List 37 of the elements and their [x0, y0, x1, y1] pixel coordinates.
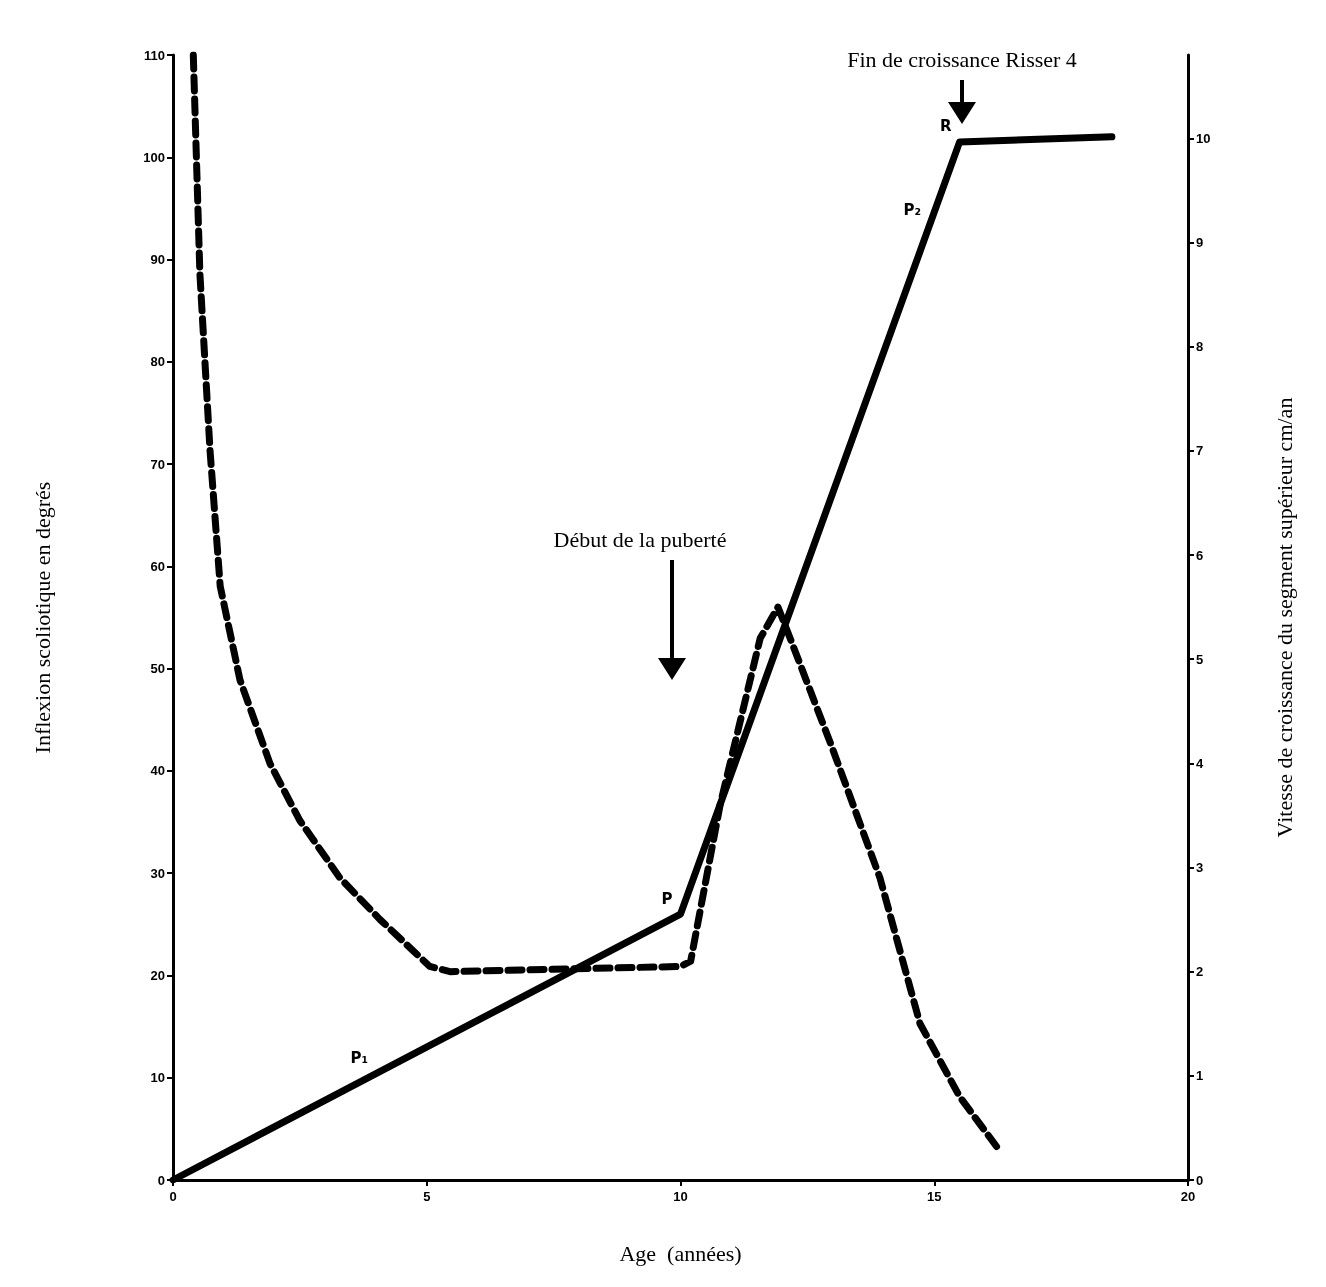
- x-tick-label: 20: [1180, 1189, 1196, 1204]
- y-tick-label: 10: [150, 1070, 165, 1086]
- y2-tick-label: 5: [1196, 651, 1204, 667]
- y-tick-label: 100: [143, 149, 165, 165]
- y-tick-label: 90: [150, 252, 165, 268]
- y-axis-title: Inflexion scoliotique en degrés: [29, 481, 55, 754]
- y2-tick-label: 8: [1196, 339, 1204, 355]
- x-axis-title: Age (années): [619, 1240, 742, 1266]
- y-tick-label: 80: [150, 354, 165, 370]
- x-tick-label: 0: [169, 1189, 177, 1204]
- y-tick-label: 0: [157, 1172, 165, 1188]
- y-tick-label: 70: [150, 456, 165, 472]
- annotation: Début de la puberté: [553, 526, 727, 552]
- x-tick-label: 15: [927, 1189, 942, 1204]
- y2-tick-label: 1: [1196, 1068, 1204, 1084]
- y2-tick-label: 3: [1196, 860, 1204, 875]
- y2-tick-label: 0: [1196, 1172, 1204, 1188]
- y-tick-label: 50: [150, 661, 165, 677]
- annotation: P₁: [350, 1049, 368, 1068]
- annotation: Fin de croissance Risser 4: [847, 46, 1077, 72]
- y-tick-label: 110: [144, 47, 165, 63]
- annotation: P₂: [903, 201, 922, 220]
- y-tick-label: 20: [150, 967, 165, 983]
- y-tick-label: 30: [150, 865, 165, 881]
- y2-tick-label: 6: [1196, 547, 1204, 563]
- y2-tick-label: 4: [1196, 755, 1204, 771]
- annotation: R: [940, 117, 953, 136]
- y2-tick-label: 7: [1196, 443, 1204, 459]
- annotation: P: [661, 889, 673, 908]
- y-tick-label: 40: [150, 763, 165, 779]
- y2-axis-title: Vitesse de croissance du segment supérieur cm/an: [1271, 397, 1297, 838]
- y2-tick-label: 10: [1196, 130, 1211, 146]
- y2-tick-label: 2: [1196, 964, 1204, 980]
- x-tick-label: 5: [423, 1189, 431, 1204]
- x-tick-label: 10: [673, 1189, 688, 1204]
- y-tick-label: 60: [150, 558, 165, 574]
- y2-tick-label: 9: [1196, 235, 1204, 250]
